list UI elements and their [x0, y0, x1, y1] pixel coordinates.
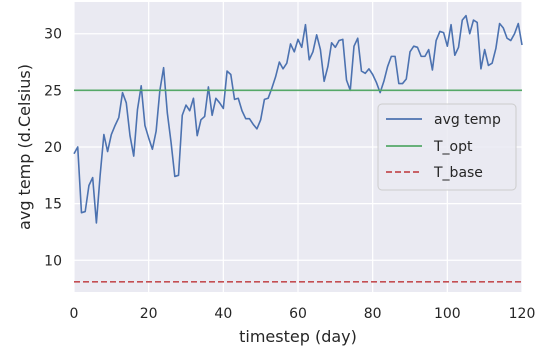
x-tick-label: 60	[289, 306, 307, 322]
y-tick-label: 25	[44, 83, 62, 99]
y-axis-label: avg temp (d.Celsius)	[15, 64, 34, 230]
series-line-avg-temp	[73, 14, 523, 224]
legend-box	[377, 103, 517, 191]
y-tick-label: 30	[44, 27, 62, 43]
y-tick-label: 10	[44, 253, 62, 269]
legend-label-t-base: T_base	[433, 165, 483, 181]
x-tick-label: 120	[509, 306, 536, 322]
y-tick-label: 15	[44, 197, 62, 213]
x-tick-label: 100	[434, 306, 461, 322]
x-axis-label: timestep (day)	[239, 327, 357, 346]
x-tick-label: 20	[140, 306, 158, 322]
legend-label-t-opt: T_opt	[433, 139, 473, 155]
series-layer	[73, 14, 523, 283]
x-tick-label: 40	[214, 306, 232, 322]
x-tick-label: 0	[70, 306, 79, 322]
x-tick-label: 80	[364, 306, 382, 322]
legend: avg temp T_opt T_base	[377, 103, 517, 191]
legend-label-avg-temp: avg temp	[434, 112, 501, 128]
ticks: 0 20 40 60 80 100 120 10 15 20 25 30	[44, 27, 535, 322]
y-tick-label: 20	[44, 140, 62, 156]
